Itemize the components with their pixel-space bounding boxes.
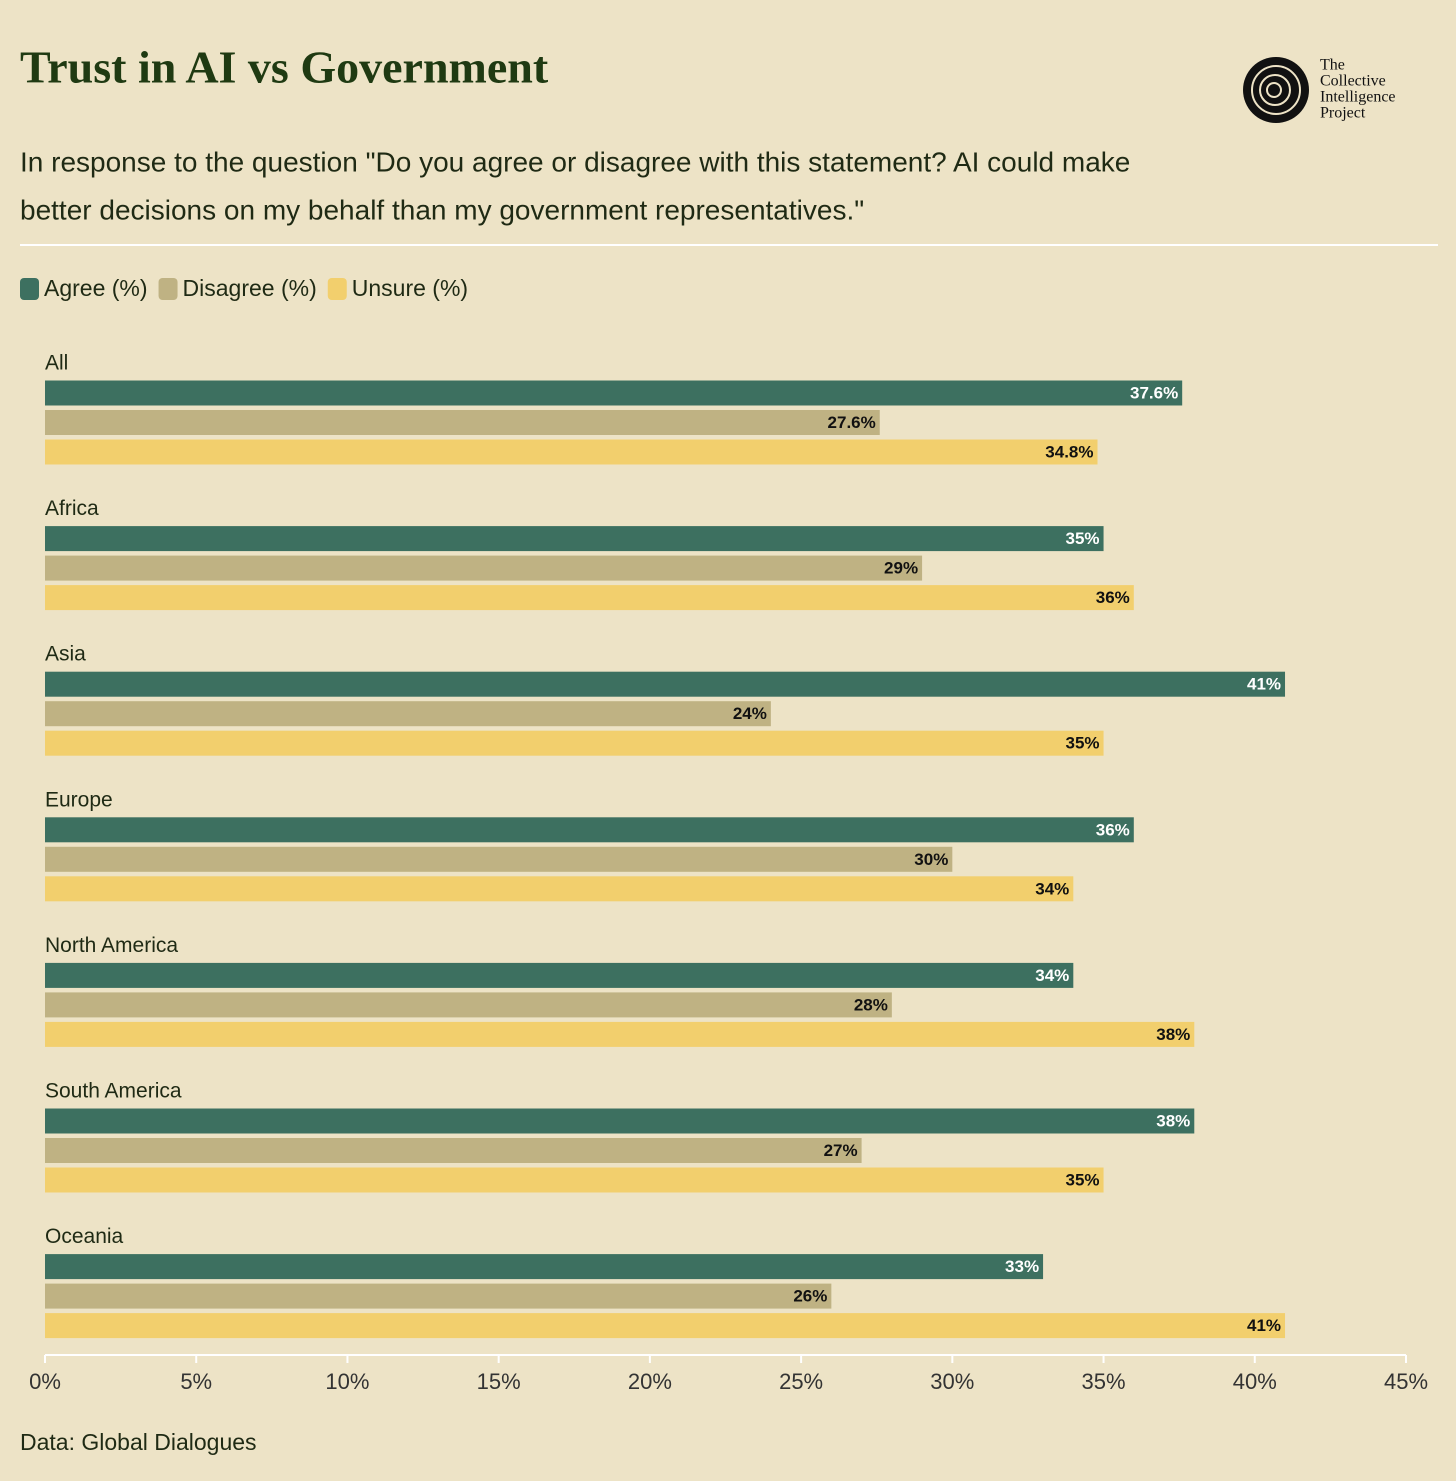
bar <box>45 846 953 872</box>
legend-swatch <box>327 278 347 300</box>
category-label: Europe <box>45 788 113 811</box>
category-label: Oceania <box>45 1225 124 1248</box>
value-label: 28% <box>854 995 888 1014</box>
logo-mark <box>1243 57 1309 123</box>
x-tick-label: 20% <box>628 1369 672 1394</box>
category-label: All <box>45 352 68 375</box>
bar <box>45 1138 862 1163</box>
bar <box>45 1108 1195 1134</box>
value-label: 38% <box>1156 1111 1190 1130</box>
x-tick-label: 10% <box>325 1369 369 1394</box>
bar <box>45 1021 1195 1047</box>
value-label: 27.6% <box>828 413 876 432</box>
value-label: 35% <box>1066 734 1100 753</box>
value-label: 34% <box>1035 879 1069 898</box>
value-label: 35% <box>1066 529 1100 548</box>
value-label: 36% <box>1096 588 1130 607</box>
bar <box>45 1313 1286 1339</box>
bar <box>45 380 1183 406</box>
bar <box>45 1254 1044 1280</box>
source: Data: Global Dialogues <box>20 1429 257 1455</box>
logo-text: The <box>1320 57 1345 74</box>
x-tick-label: 30% <box>930 1369 974 1394</box>
logo-text: Collective <box>1320 73 1386 90</box>
logo-text: Project <box>1320 105 1366 122</box>
x-tick-label: 45% <box>1384 1369 1428 1394</box>
value-label: 26% <box>793 1287 827 1306</box>
category-label: Africa <box>45 497 99 520</box>
legend-label: Agree (%) <box>44 275 148 301</box>
legend-label: Unsure (%) <box>352 275 468 301</box>
bar <box>45 555 923 581</box>
subtitle: better decisions on my behalf than my go… <box>20 194 864 225</box>
bar <box>45 817 1134 843</box>
value-label: 24% <box>733 704 767 723</box>
x-tick-label: 25% <box>779 1369 823 1394</box>
bar <box>45 962 1074 988</box>
bar <box>45 701 771 727</box>
chart-title: Trust in AI vs Government <box>20 42 549 93</box>
subtitle: In response to the question "Do you agre… <box>20 146 1130 177</box>
bar <box>45 1167 1104 1193</box>
value-label: 35% <box>1066 1170 1100 1189</box>
value-label: 37.6% <box>1130 383 1178 402</box>
legend-swatch <box>20 278 39 300</box>
bar <box>45 992 892 1018</box>
value-label: 34.8% <box>1045 442 1093 461</box>
category-label: South America <box>45 1080 182 1103</box>
legend-label: Disagree (%) <box>183 275 317 301</box>
category-label: North America <box>45 934 178 957</box>
value-label: 29% <box>884 559 918 578</box>
logo-text: Intelligence <box>1320 89 1396 106</box>
value-label: 27% <box>824 1141 858 1160</box>
x-tick-label: 15% <box>477 1369 521 1394</box>
bar <box>45 1283 832 1309</box>
x-tick-label: 35% <box>1082 1369 1126 1394</box>
bar <box>45 730 1104 756</box>
value-label: 41% <box>1247 675 1281 694</box>
value-label: 41% <box>1247 1316 1281 1335</box>
value-label: 36% <box>1096 820 1130 839</box>
value-label: 34% <box>1035 966 1069 985</box>
bar <box>45 439 1098 465</box>
x-tick-label: 0% <box>29 1369 61 1394</box>
value-label: 30% <box>914 850 948 869</box>
bar <box>45 876 1074 902</box>
bar <box>45 526 1104 552</box>
x-tick-label: 5% <box>180 1369 212 1394</box>
bar <box>45 585 1134 611</box>
legend-swatch <box>158 278 178 300</box>
bar <box>45 410 880 435</box>
bar <box>45 671 1286 697</box>
x-tick-label: 40% <box>1233 1369 1277 1394</box>
value-label: 38% <box>1156 1025 1190 1044</box>
value-label: 33% <box>1005 1257 1039 1276</box>
category-label: Asia <box>45 643 86 666</box>
